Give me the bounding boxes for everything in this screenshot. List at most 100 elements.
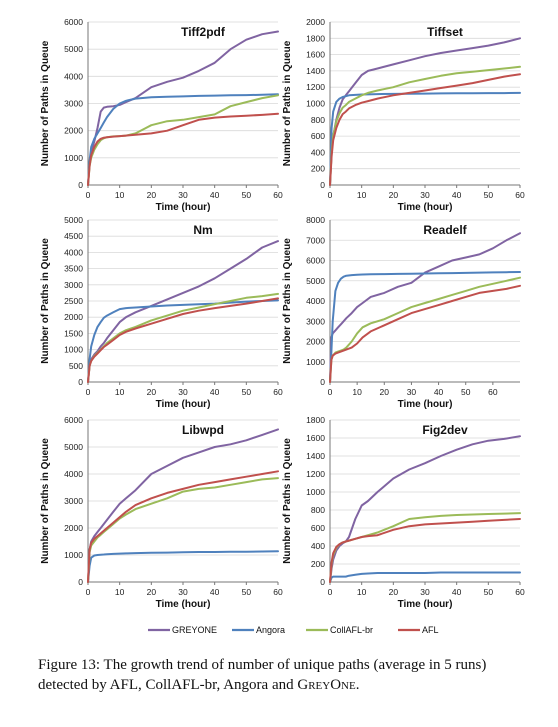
x-tick-label: 0	[328, 387, 333, 397]
y-tick-label: 0	[320, 377, 325, 387]
y-tick-label: 5000	[64, 44, 83, 54]
y-tick-label: 3000	[64, 496, 83, 506]
y-tick-label: 1200	[306, 82, 325, 92]
series-line-angora	[87, 93, 279, 186]
chart-title: Libwpd	[182, 423, 224, 437]
y-tick-label: 1600	[306, 50, 325, 60]
y-tick-label: 4000	[64, 71, 83, 81]
x-tick-label: 20	[389, 587, 399, 597]
y-tick-label: 4000	[64, 247, 83, 257]
y-tick-label: 1000	[306, 487, 325, 497]
chart-panel-4: 0 1000 2000 3000 4000 5000 6000 7000 8000 0 10 20 30…	[282, 215, 521, 410]
x-tick-label: 10	[115, 387, 125, 397]
x-tick-label: 50	[242, 190, 252, 200]
x-tick-label: 60	[273, 587, 283, 597]
y-tick-label: 200	[311, 164, 325, 174]
y-tick-label: 1800	[306, 415, 325, 425]
y-tick-label: 600	[311, 131, 325, 141]
series-line-greyone	[329, 37, 521, 186]
legend-entry-angora: Angora	[256, 625, 285, 635]
y-axis-label: Number of Paths in Queue	[40, 40, 51, 166]
y-tick-label: 2000	[306, 17, 325, 27]
series-line-afl	[329, 518, 521, 583]
y-tick-label: 1600	[306, 433, 325, 443]
chart-title: Fig2dev	[422, 423, 468, 437]
x-tick-label: 20	[147, 190, 157, 200]
series-line-angora	[87, 299, 279, 383]
y-tick-label: 2500	[64, 296, 83, 306]
x-tick-label: 40	[210, 387, 220, 397]
series-line-greyone	[329, 435, 521, 583]
y-tick-label: 0	[78, 377, 83, 387]
x-tick-label: 10	[115, 190, 125, 200]
y-tick-label: 6000	[64, 415, 83, 425]
x-tick-label: 30	[178, 587, 188, 597]
chart-title: Tiffset	[427, 25, 463, 39]
series-line-afl	[329, 73, 521, 186]
y-axis-label: Number of Paths in Queue	[282, 438, 293, 564]
y-tick-label: 4000	[306, 296, 325, 306]
x-axis-label: Time (hour)	[398, 202, 453, 213]
y-tick-label: 0	[78, 180, 83, 190]
x-axis-label: Time (hour)	[398, 399, 453, 410]
x-tick-label: 50	[484, 190, 494, 200]
x-tick-label: 10	[357, 190, 367, 200]
y-tick-label: 3500	[64, 264, 83, 274]
y-tick-label: 6000	[64, 17, 83, 27]
series-line-afl	[87, 297, 279, 383]
y-tick-label: 1400	[306, 66, 325, 76]
x-tick-label: 60	[488, 387, 498, 397]
x-tick-label: 50	[461, 387, 471, 397]
y-tick-label: 600	[311, 523, 325, 533]
x-axis-label: Time (hour)	[156, 399, 211, 410]
chart-panel-6: 0 200 400 600 800 1000 1200 1400 1600 1800 0 10 20 30…	[282, 415, 525, 610]
series-line-greyone	[87, 30, 279, 186]
y-tick-label: 0	[78, 577, 83, 587]
y-axis-label: Number of Paths in Queue	[282, 238, 293, 364]
series-line-angora	[329, 91, 521, 186]
y-tick-label: 3000	[64, 280, 83, 290]
series-line-collafl-br	[87, 477, 279, 583]
x-tick-label: 30	[407, 387, 417, 397]
series-line-greyone	[87, 428, 279, 583]
y-tick-label: 400	[311, 147, 325, 157]
y-tick-label: 0	[320, 577, 325, 587]
series-line-collafl-br	[329, 65, 521, 186]
x-tick-label: 60	[273, 190, 283, 200]
y-tick-label: 5000	[64, 215, 83, 225]
y-tick-label: 2000	[64, 523, 83, 533]
y-tick-label: 500	[69, 361, 83, 371]
y-tick-label: 3000	[64, 99, 83, 109]
y-tick-label: 1000	[64, 345, 83, 355]
x-tick-label: 40	[434, 387, 444, 397]
y-tick-label: 0	[320, 180, 325, 190]
series-line-greyone	[87, 240, 279, 383]
x-tick-label: 30	[178, 387, 188, 397]
x-tick-label: 0	[86, 387, 91, 397]
y-tick-label: 1200	[306, 469, 325, 479]
x-tick-label: 40	[452, 587, 462, 597]
y-tick-label: 1000	[306, 357, 325, 367]
chart-title: Nm	[193, 223, 212, 237]
chart-panel-2: 0 200 400 600 800 1000 1200 1400 1600 1800 2000 0 10…	[282, 17, 525, 213]
caption-tool-name: GreyOne	[297, 677, 356, 693]
x-tick-label: 0	[328, 587, 333, 597]
y-tick-label: 2000	[64, 312, 83, 322]
y-tick-label: 3000	[306, 316, 325, 326]
x-tick-label: 60	[515, 587, 525, 597]
chart-title: Tiff2pdf	[181, 25, 226, 39]
y-tick-label: 400	[311, 541, 325, 551]
series-line-afl	[87, 112, 279, 186]
x-tick-label: 50	[242, 387, 252, 397]
series-line-greyone	[329, 232, 521, 383]
chart-panel-1: 0 1000 2000 3000 4000 5000 6000 0 10 20 30 40 50 60 Ti…	[40, 17, 283, 213]
x-tick-label: 40	[452, 190, 462, 200]
legend-entry-collafl-br: CollAFL-br	[330, 625, 373, 635]
x-tick-label: 60	[515, 190, 525, 200]
x-tick-label: 20	[147, 587, 157, 597]
series-line-collafl-br	[329, 276, 521, 383]
x-axis-label: Time (hour)	[156, 202, 211, 213]
legend: GREYONE Angora CollAFL-br AFL	[148, 625, 439, 635]
x-tick-label: 0	[328, 190, 333, 200]
x-tick-label: 40	[210, 190, 220, 200]
